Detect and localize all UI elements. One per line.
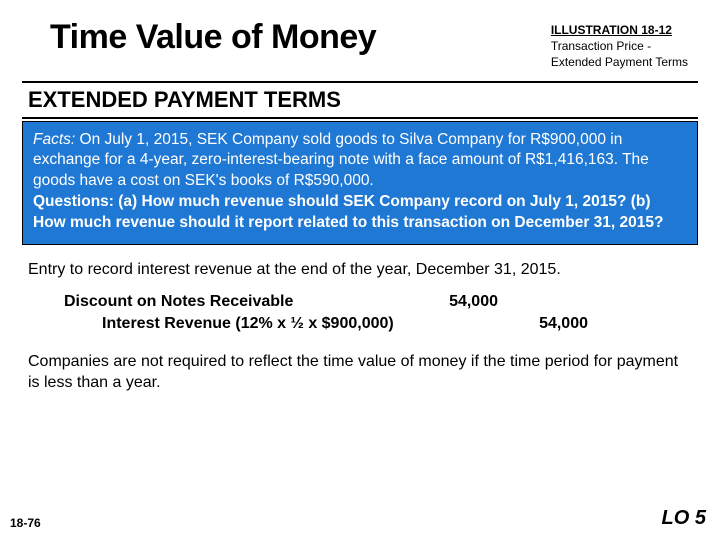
facts-label: Facts: <box>33 131 75 148</box>
section-header: EXTENDED PAYMENT TERMS <box>22 81 698 119</box>
entry-intro: Entry to record interest revenue at the … <box>28 259 692 281</box>
questions-label: Questions: <box>33 193 114 210</box>
debit-account: Discount on Notes Receivable <box>64 293 293 311</box>
illustration-sub2: Extended Payment Terms <box>551 54 688 70</box>
journal-credit-row: Interest Revenue (12% x ½ x $900,000) 54… <box>22 315 698 333</box>
questions-text: (a) How much revenue should SEK Company … <box>33 193 664 231</box>
facts-text: On July 1, 2015, SEK Company sold goods … <box>33 131 649 190</box>
learning-objective: LO 5 <box>662 507 706 530</box>
credit-amount: 54,000 <box>539 315 588 333</box>
illustration-box: ILLUSTRATION 18-12 Transaction Price - E… <box>551 22 688 71</box>
debit-amount: 54,000 <box>449 293 498 311</box>
journal-debit-row: Discount on Notes Receivable 54,000 <box>22 293 698 311</box>
facts-questions-box: Facts: On July 1, 2015, SEK Company sold… <box>22 121 698 246</box>
page-number: 18-76 <box>10 516 41 530</box>
credit-account: Interest Revenue (12% x ½ x $900,000) <box>102 315 394 333</box>
slide: Time Value of Money ILLUSTRATION 18-12 T… <box>0 0 720 540</box>
header-row: Time Value of Money ILLUSTRATION 18-12 T… <box>22 18 698 71</box>
illustration-label: ILLUSTRATION 18-12 <box>551 22 688 38</box>
note-text: Companies are not required to reflect th… <box>28 351 692 394</box>
illustration-sub1: Transaction Price - <box>551 38 688 54</box>
page-title: Time Value of Money <box>50 18 376 57</box>
